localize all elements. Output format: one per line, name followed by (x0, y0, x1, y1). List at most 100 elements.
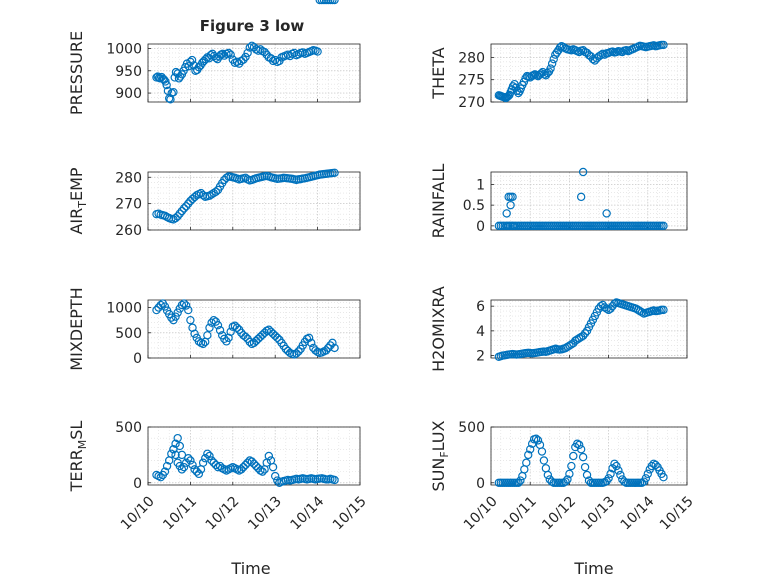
y-tick-label: 900 (115, 86, 142, 102)
data-point (271, 471, 280, 481)
y-tick-label: 0 (133, 476, 142, 492)
axes-background (491, 172, 687, 230)
data-point (273, 476, 282, 485)
y-tick-label: 2 (476, 349, 485, 365)
data-point (203, 449, 212, 458)
data-point (166, 95, 175, 104)
data-point (167, 449, 176, 458)
data-point (162, 80, 171, 90)
data-point (164, 94, 174, 103)
data-point (220, 51, 229, 60)
data-point (256, 45, 265, 54)
data-point (294, 50, 303, 59)
data-point (209, 315, 218, 325)
data-point (260, 47, 269, 57)
data-point (222, 173, 231, 182)
data-point (563, 475, 572, 484)
subplot-6: 2 4 6 H2OMIXRA (429, 286, 688, 372)
data-point (162, 461, 172, 471)
data-point (211, 460, 221, 470)
data-point (187, 55, 197, 65)
data-point (582, 470, 592, 480)
data-point (215, 326, 225, 335)
subplot-4: 0 0.5 1 RAINFALL (429, 164, 688, 239)
data-point (304, 333, 314, 343)
axes-frame (147, 171, 361, 231)
data-point (186, 456, 195, 465)
data-point (324, 343, 333, 353)
data-point (239, 462, 248, 472)
data-point (171, 213, 180, 223)
data-point (576, 192, 586, 202)
data-point (243, 48, 252, 58)
data-point (614, 466, 623, 475)
data-point (533, 436, 543, 445)
data-point (181, 202, 191, 211)
y-tick-label: 0 (476, 476, 485, 492)
y-axis-label: H2OMIXRA (429, 286, 448, 372)
data-point (266, 54, 276, 63)
data-point (547, 59, 557, 68)
x-axis-label-right: Time (573, 559, 613, 578)
data-point (524, 450, 533, 460)
data-point (602, 209, 611, 218)
y-axis-label: MIXDEPTH (67, 287, 86, 370)
data-point (179, 204, 189, 213)
x-tick-label: 10/10 (118, 493, 158, 533)
data-point (239, 55, 248, 64)
data-point (194, 337, 204, 346)
data-point (330, 0, 339, 5)
data-point (171, 312, 180, 321)
data-point (226, 50, 235, 59)
subplot-5: 0 500 1000 MIXDEPTH (67, 287, 361, 371)
y-tick-label: 500 (458, 420, 485, 436)
data-point (575, 47, 584, 57)
y-tick-label: 6 (476, 299, 485, 315)
y-axis-label: RAINFALL (429, 164, 448, 239)
data-point (173, 212, 182, 221)
subplot-8: 0 500 10/10 10/11 10/12 10/13 10/14 10/15 SUNFLU… (429, 420, 697, 533)
data-point (169, 87, 178, 97)
data-point (290, 48, 299, 58)
y-tick-label: 950 (115, 64, 142, 80)
data-point (596, 50, 605, 60)
x-tick-label: 10/10 (461, 493, 501, 533)
data-point (184, 305, 193, 315)
data-point (616, 470, 625, 480)
data-point (241, 460, 250, 470)
data-point (612, 461, 621, 471)
data-point (504, 91, 513, 101)
y-tick-label: 275 (458, 73, 485, 89)
data-point (292, 349, 301, 358)
axes-frame (147, 426, 361, 486)
data-point (580, 329, 590, 338)
axes-frame (147, 299, 361, 359)
data-point (546, 64, 555, 73)
data-point (326, 341, 335, 350)
data-point (522, 458, 531, 467)
data-point (307, 338, 316, 348)
data-point (160, 302, 170, 311)
data-point (213, 321, 223, 330)
data-point (578, 452, 588, 462)
data-point (659, 305, 668, 315)
data-point (249, 459, 259, 469)
data-point (537, 447, 547, 456)
y-tick-label: 280 (458, 50, 485, 66)
y-axis-label: PRESSURE (67, 31, 86, 115)
axes-background (491, 427, 687, 485)
data-point (171, 439, 180, 448)
data-point (173, 308, 182, 317)
y-axis-label: AIRTEMP (67, 167, 89, 234)
data-point (152, 305, 161, 315)
data-point (330, 168, 339, 177)
data-point (232, 323, 242, 332)
x-tick-label: 10/12 (539, 493, 579, 533)
data-point (184, 454, 193, 463)
data-point (555, 43, 565, 52)
data-point (169, 445, 178, 454)
data-point (508, 192, 517, 202)
data-point (561, 477, 570, 486)
data-point (203, 331, 212, 340)
axes-background (148, 300, 360, 358)
